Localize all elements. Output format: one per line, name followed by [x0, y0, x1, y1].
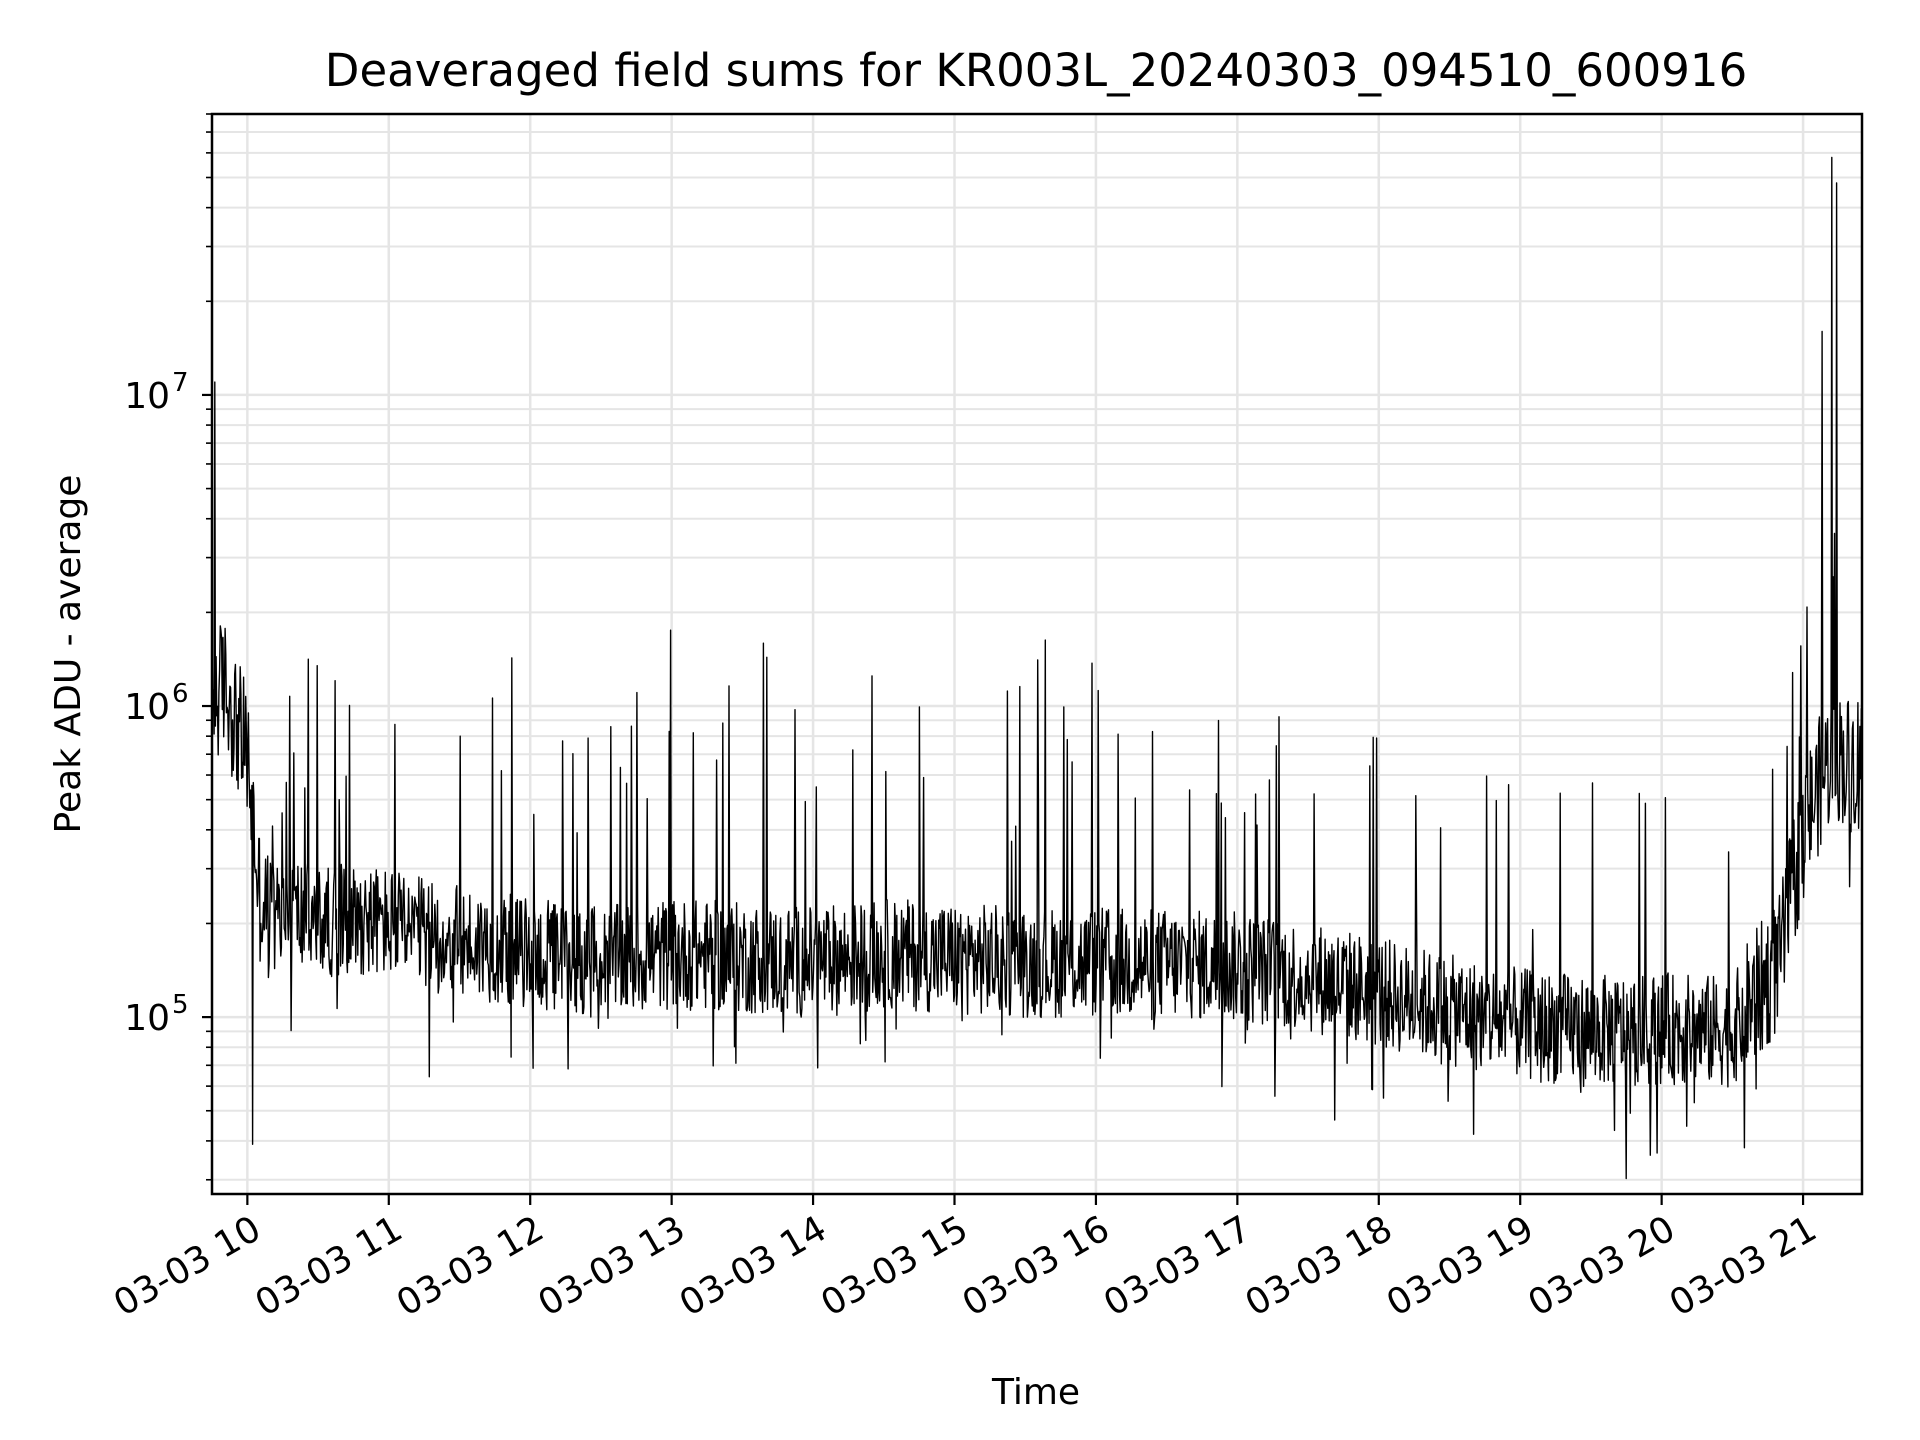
- y-tick-label: 10: [124, 998, 170, 1039]
- chart-title: Deaveraged field sums for KR003L_2024030…: [325, 44, 1747, 97]
- x-tick-label: 03-03 14: [673, 1208, 834, 1324]
- x-axis-label: Time: [991, 1372, 1080, 1413]
- series-line: [212, 156, 1862, 1180]
- y-tick-exponent: 7: [172, 368, 189, 398]
- x-tick-label: 03-03 17: [1097, 1208, 1258, 1324]
- y-tick-exponent: 5: [172, 990, 189, 1020]
- x-tick-label: 03-03 15: [814, 1208, 975, 1324]
- y-axis-label: Peak ADU - average: [48, 475, 89, 834]
- x-tick-label: 03-03 21: [1663, 1208, 1824, 1324]
- plot-frame: [210, 112, 1864, 1196]
- x-tick-label: 03-03 18: [1239, 1208, 1400, 1324]
- x-tick-label: 03-03 19: [1380, 1208, 1541, 1324]
- x-tick-label: 03-03 12: [390, 1208, 551, 1324]
- series-layer: [212, 156, 1862, 1180]
- x-tick-label: 03-03 10: [107, 1208, 268, 1324]
- x-tick-label: 03-03 11: [249, 1208, 410, 1324]
- y-tick-label: 10: [124, 376, 170, 417]
- x-tick-label: 03-03 16: [956, 1208, 1117, 1324]
- x-tick-label: 03-03 20: [1521, 1208, 1682, 1324]
- x-tick-label: 03-03 13: [531, 1208, 692, 1324]
- y-tick-exponent: 6: [172, 679, 189, 709]
- y-tick-label: 10: [124, 687, 170, 728]
